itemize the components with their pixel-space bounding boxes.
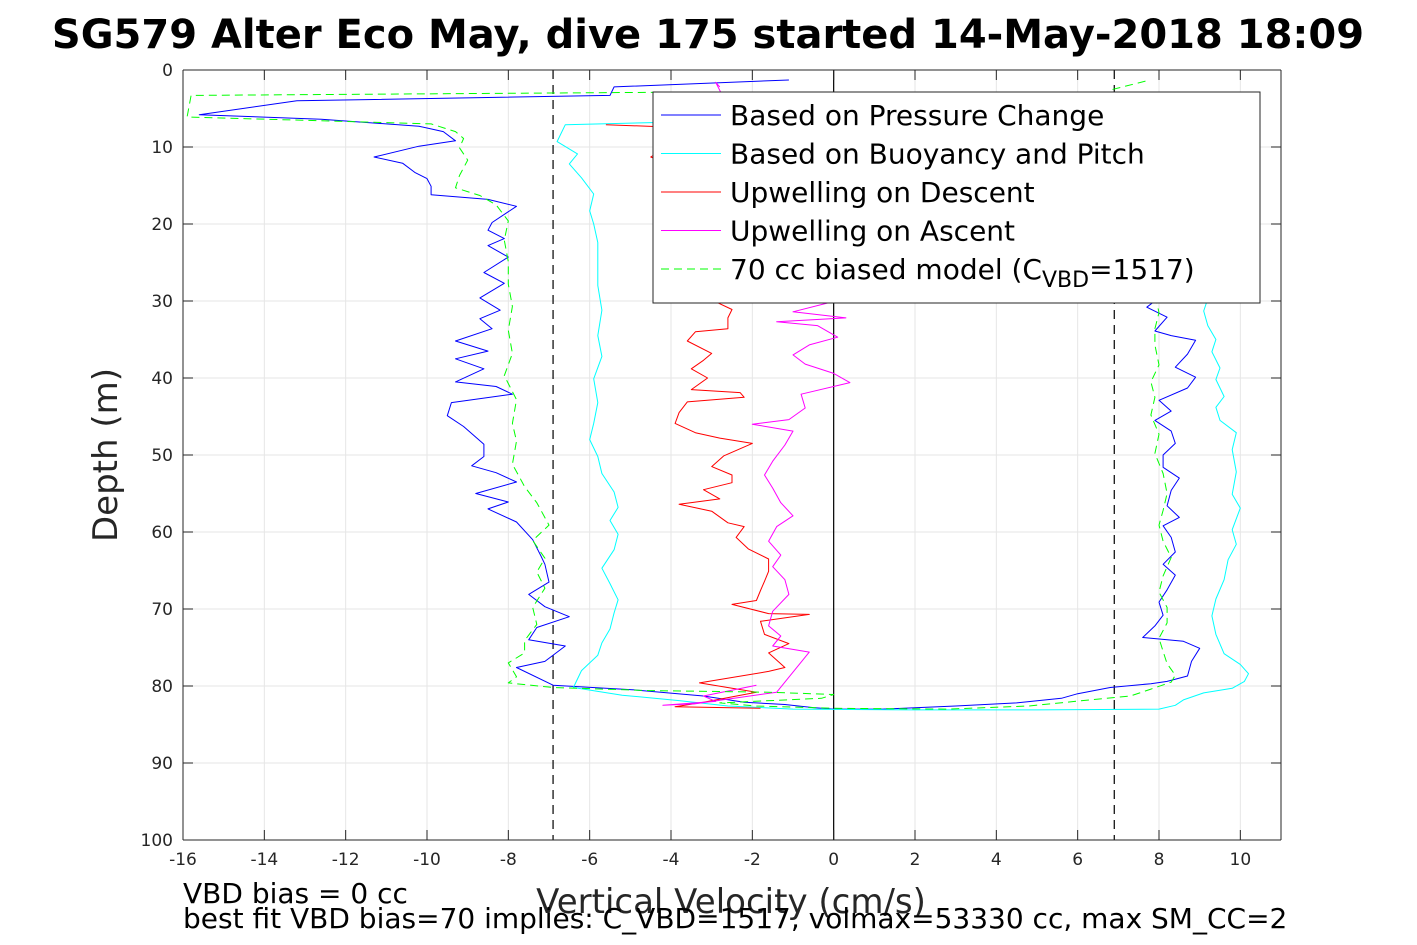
series-line-4 <box>662 81 851 706</box>
legend-label-suffix: =1517) <box>1089 253 1195 286</box>
legend-label-5: 70 cc biased model (CVBD=1517) <box>730 253 1195 293</box>
axes <box>182 69 1282 841</box>
y-tick-labels: 0 10 20 30 40 50 60 70 80 90 100 <box>141 61 173 851</box>
x-tick-label: -10 <box>413 850 441 870</box>
legend-label-main: Upwelling on Descent <box>730 176 1035 209</box>
legend-label-subscript: VBD <box>1042 268 1089 293</box>
y-tick-label: 40 <box>151 369 173 389</box>
y-tick-label: 90 <box>151 754 173 774</box>
annotation-best-fit: best fit VBD bias=70 implies: C_VBD=1517… <box>183 902 1287 935</box>
x-tick-label: -2 <box>744 850 761 870</box>
x-tick-label: -12 <box>332 850 360 870</box>
annotation-vbd-bias: VBD bias = 0 cc <box>183 877 408 910</box>
x-tick-labels: -16 -14 -12 -10 -8 -6 -4 -2 0 2 4 6 8 10 <box>169 850 1251 870</box>
legend-label-1: Based on Pressure Change <box>730 99 1104 132</box>
legend-label-2: Based on Buoyancy and Pitch <box>730 138 1145 171</box>
series-line-2 <box>556 121 1249 711</box>
y-tick-label: 60 <box>151 523 173 543</box>
x-tick-label: -16 <box>169 850 197 870</box>
x-axis-label: Vertical Velocity (cm/s) <box>536 882 926 922</box>
legend-label-main: Based on Pressure Change <box>730 99 1104 132</box>
x-tick-label: 4 <box>991 850 1002 870</box>
x-tick-label: -14 <box>250 850 278 870</box>
series-group <box>186 79 1249 711</box>
legend-label-main: Upwelling on Ascent <box>730 215 1015 248</box>
x-tick-label: -6 <box>581 850 598 870</box>
legend: Based on Pressure Change Based on Buoyanc… <box>652 91 1261 304</box>
y-tick-label: 80 <box>151 677 173 697</box>
x-tick-label: 0 <box>828 850 839 870</box>
chart-title: SG579 Alter Eco May, dive 175 started 14… <box>52 12 1364 58</box>
legend-label-main: 70 cc biased model (C <box>730 253 1042 286</box>
x-tick-label: 2 <box>910 850 921 870</box>
y-tick-label: 0 <box>162 61 173 81</box>
y-tick-label: 30 <box>151 292 173 312</box>
x-tick-label: 10 <box>1230 850 1252 870</box>
series-line-3 <box>605 124 810 709</box>
legend-label-4: Upwelling on Ascent <box>730 215 1015 248</box>
series-line-1 <box>198 79 1201 710</box>
x-tick-label: -8 <box>500 850 517 870</box>
series-line-5 <box>186 80 1176 710</box>
y-tick-label: 70 <box>151 600 173 620</box>
x-tick-label: 6 <box>1072 850 1083 870</box>
legend-label-3: Upwelling on Descent <box>730 176 1035 209</box>
x-tick-label: -4 <box>663 850 680 870</box>
y-tick-label: 10 <box>151 138 173 158</box>
legend-label-main: Based on Buoyancy and Pitch <box>730 138 1145 171</box>
y-tick-label: 100 <box>141 831 173 851</box>
y-tick-label: 50 <box>151 446 173 466</box>
legend-box <box>652 91 1261 304</box>
y-axis-label: Depth (m) <box>86 368 126 542</box>
y-tick-label: 20 <box>151 215 173 235</box>
x-tick-label: 8 <box>1154 850 1165 870</box>
